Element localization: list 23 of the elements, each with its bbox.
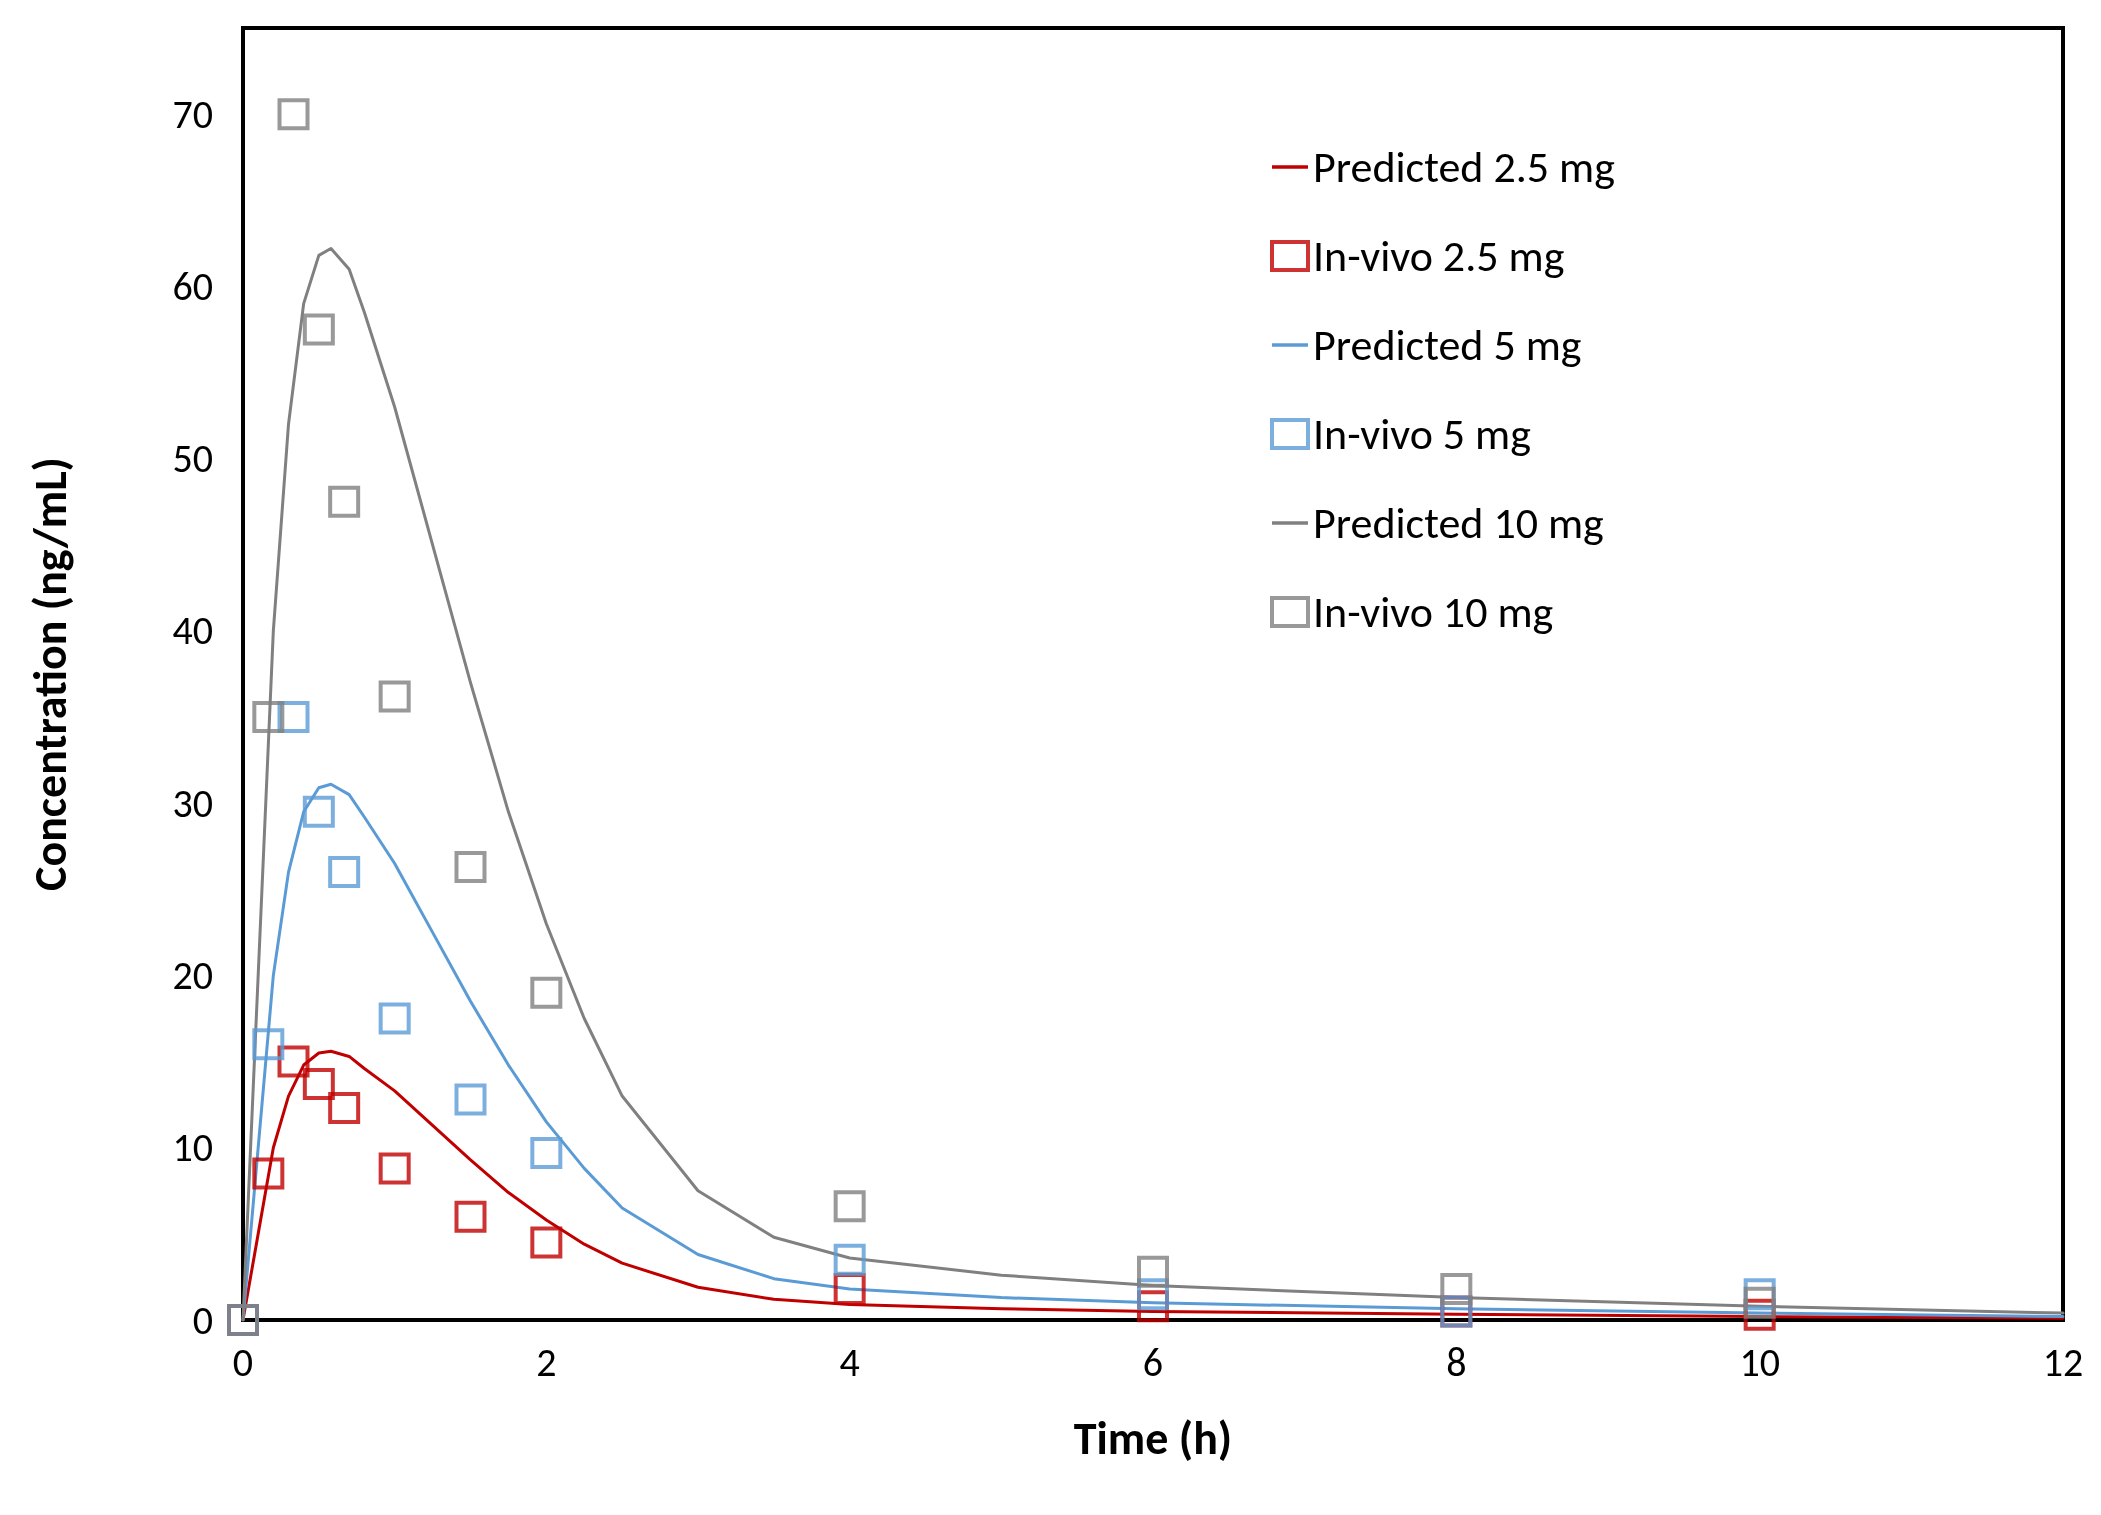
x-tick-label: 0: [232, 1337, 254, 1387]
y-tick-label: 50: [172, 434, 213, 484]
x-tick-label: 4: [839, 1337, 860, 1387]
x-tick-label: 12: [2042, 1337, 2084, 1387]
y-tick-label: 20: [172, 950, 213, 1000]
legend-label: Predicted 5 mg: [1313, 318, 1582, 372]
legend-label: Predicted 2.5 mg: [1313, 140, 1615, 194]
x-tick-label: 10: [1739, 1337, 1780, 1387]
x-tick-label: 2: [536, 1337, 557, 1387]
y-tick-label: 70: [172, 89, 213, 139]
y-tick-label: 30: [172, 778, 213, 828]
legend-label: In-vivo 10 mg: [1313, 585, 1554, 639]
y-tick-label: 0: [192, 1295, 213, 1345]
y-tick-label: 60: [172, 261, 213, 311]
legend-label: In-vivo 2.5 mg: [1313, 229, 1565, 283]
y-axis-title: Concentration (ng/mL): [22, 457, 78, 891]
y-tick-label: 40: [172, 606, 213, 656]
legend-label: Predicted 10 mg: [1313, 496, 1604, 550]
x-tick-label: 6: [1142, 1337, 1164, 1387]
y-tick-label: 10: [172, 1123, 213, 1173]
x-tick-label: 8: [1446, 1337, 1467, 1387]
legend-label: In-vivo 5 mg: [1313, 407, 1531, 461]
x-axis-title: Time (h): [1073, 1410, 1233, 1466]
